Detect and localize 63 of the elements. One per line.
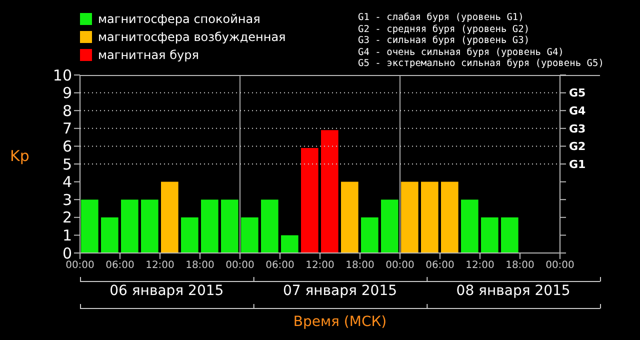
x-tick-label: 06:00 [106,260,134,272]
x-tick-label: 00:00 [226,260,254,272]
text: G4 - очень сильная буря (уровень G4) [358,46,565,58]
x-tick-label: 18:00 [506,260,534,272]
x-tick-label: 12:00 [146,260,174,272]
y-tick-label: 1 [62,226,72,245]
y-tick-label: 7 [62,120,72,138]
bar [341,182,358,253]
bar [141,200,158,253]
x-tick-label: 06:00 [426,260,454,272]
x-tick-label: 12:00 [466,260,494,272]
text: G1 - слабая буря (уровень G1) [358,12,525,24]
bar [361,217,378,253]
x-axis-title: Время (МСК) [292,314,388,330]
x-tick-label: 00:00 [546,260,574,272]
y-tick-label: 9 [62,84,72,102]
bar [461,200,478,253]
bar [201,200,218,253]
x-tick-label: 18:00 [186,260,214,272]
x-tick-label: 00:00 [66,260,94,272]
legend-label: магнитная буря [97,47,200,64]
x-tick-label: 00:00 [386,260,414,272]
bar [81,200,98,253]
bar [481,217,498,253]
y-tick-label: 4 [62,173,72,192]
bar [101,217,118,253]
bar [281,235,298,253]
x-tick-label: 06:00 [266,260,294,272]
x-tick-label: 18:00 [346,260,374,272]
ref-line-label: G5 [569,86,586,100]
y-tick-label: 2 [62,208,72,227]
y-tick-label: 8 [62,102,72,120]
bar [421,182,438,253]
y-tick-label: 5 [62,155,72,174]
ref-line-label: G1 [569,158,586,171]
text: 08 января 2015 [455,283,572,299]
y-tick-label: 6 [62,138,72,156]
bar [501,217,518,253]
y-tick-label: 3 [62,190,72,209]
text: G2 - средняя буря (уровень G2) [358,24,531,35]
text: 06 января 2015 [108,283,225,299]
bar [301,148,318,253]
bar [321,130,338,253]
ref-line-label: G3 [569,122,586,136]
bar [121,200,138,253]
bar [441,182,458,253]
ref-line-label: G2 [569,140,586,154]
legend-label: магнитосфера спокойная [97,11,262,28]
bar [401,182,418,253]
y-axis-title: Kp [10,147,30,165]
text: G5 - экстремально сильная буря (уровень G5) [358,58,604,70]
bar [261,200,278,253]
legend-label: магнитосфера возбужденная [97,29,286,46]
bar [221,200,238,253]
y-tick-label: 10 [52,66,72,84]
ref-line-label: G4 [569,104,586,118]
bar [241,217,258,253]
bar [181,217,198,253]
bar [161,182,178,253]
bar [381,200,398,253]
text: G3 - сильная буря (уровень G3) [358,35,531,46]
text: 07 января 2015 [282,283,398,299]
x-tick-label: 12:00 [306,260,334,272]
